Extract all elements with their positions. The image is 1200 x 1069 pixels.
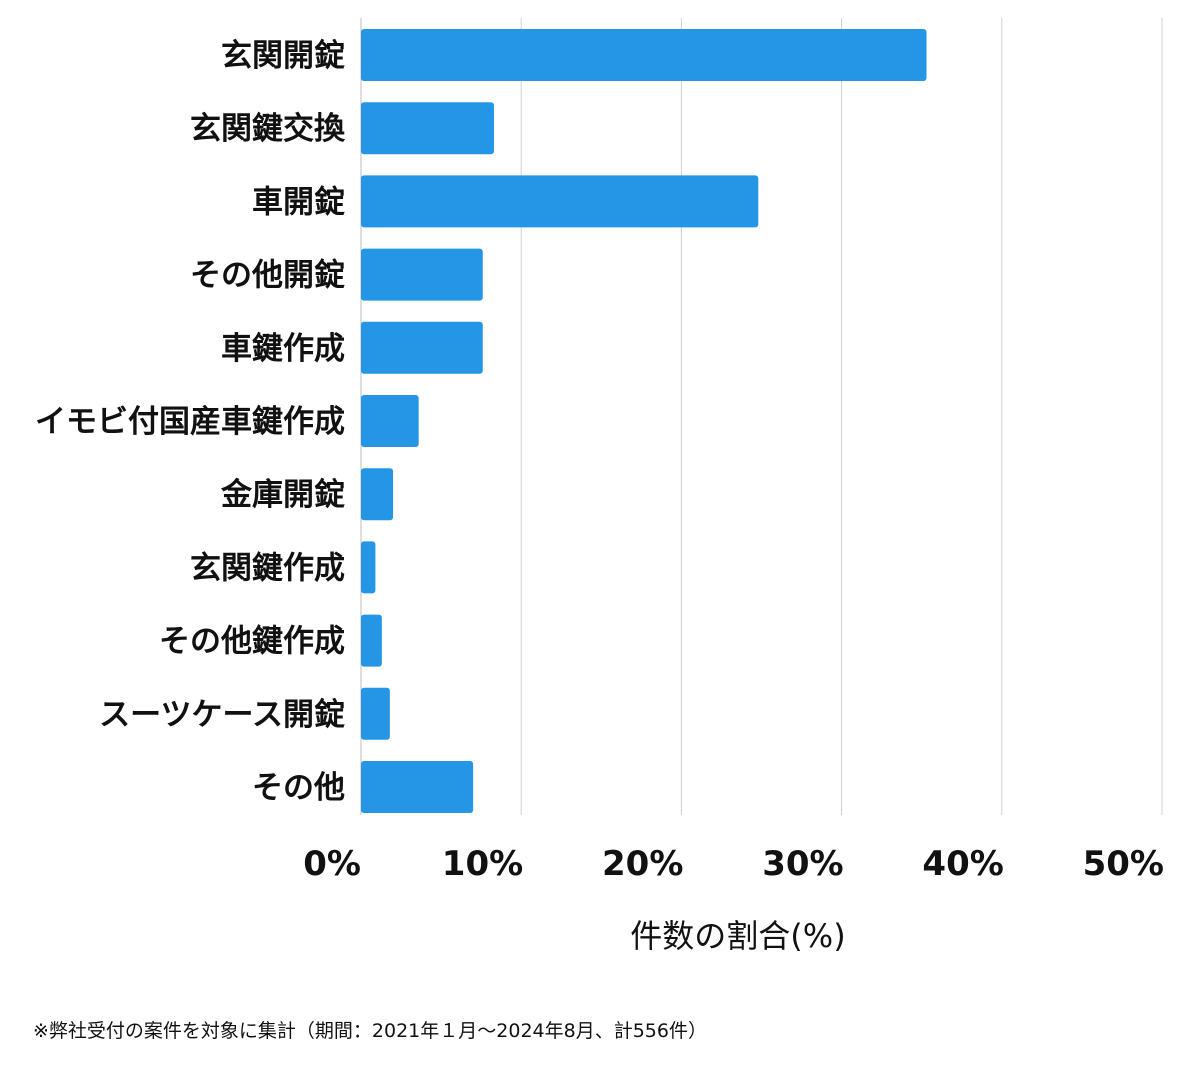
bar xyxy=(361,248,483,301)
x-tick-label: 10% xyxy=(442,844,523,884)
category-label: その他鍵作成 xyxy=(159,624,345,660)
x-tick-labels: 0% 10% 20% 30% 40% 50% xyxy=(303,844,1164,884)
category-labels: 玄関開錠玄関鍵交換車開錠その他開錠車鍵作成イモビ付国産車鍵作成金庫開錠玄関鍵作成… xyxy=(35,38,346,806)
bar xyxy=(361,468,394,521)
x-tick-label: 40% xyxy=(922,844,1003,884)
bar xyxy=(361,395,419,447)
bar xyxy=(361,175,759,228)
bars xyxy=(361,29,927,813)
bar xyxy=(361,102,494,155)
bar xyxy=(361,541,376,594)
category-label: スーツケース開錠 xyxy=(99,697,345,733)
bar xyxy=(361,29,927,81)
x-axis-title: 件数の割合(%) xyxy=(630,917,845,955)
bar xyxy=(361,321,483,374)
category-label: その他 xyxy=(252,770,345,806)
bar xyxy=(361,761,474,813)
x-tick-label: 0% xyxy=(303,844,361,884)
category-label: イモビ付国産車鍵作成 xyxy=(35,404,345,440)
category-label: 車開錠 xyxy=(252,184,345,220)
gridlines xyxy=(360,18,1163,815)
category-label: 車鍵作成 xyxy=(221,331,345,367)
x-tick-label: 30% xyxy=(762,844,843,884)
x-tick-label: 50% xyxy=(1083,844,1164,884)
footnote: ※弊社受付の案件を対象に集計（期間：2021年１月〜2024年8月、計556件） xyxy=(33,1020,707,1042)
bar-chart: 玄関開錠玄関鍵交換車開錠その他開錠車鍵作成イモビ付国産車鍵作成金庫開錠玄関鍵作成… xyxy=(35,18,1164,955)
category-label: 玄関開錠 xyxy=(221,38,345,74)
x-tick-label: 20% xyxy=(602,844,683,884)
bar xyxy=(361,614,382,667)
bar xyxy=(361,687,390,740)
category-label: 玄関鍵交換 xyxy=(190,111,346,147)
category-label: 玄関鍵作成 xyxy=(190,550,345,586)
category-label: その他開錠 xyxy=(190,258,345,294)
category-label: 金庫開錠 xyxy=(220,477,345,513)
